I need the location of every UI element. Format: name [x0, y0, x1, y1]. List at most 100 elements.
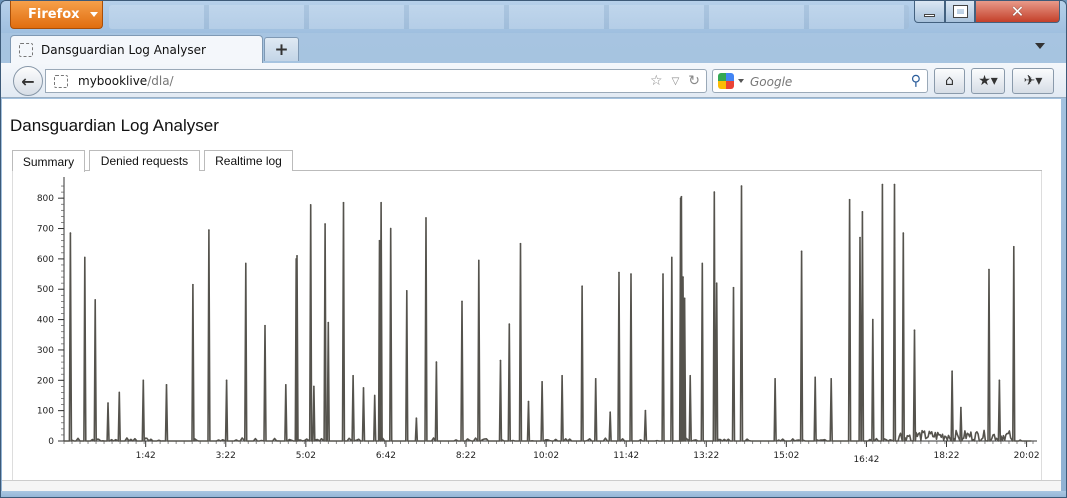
data-point: [618, 271, 620, 274]
data-point: [192, 283, 194, 286]
tab-realtime-log[interactable]: Realtime log: [204, 150, 293, 171]
data-point: [380, 201, 382, 204]
maximize-button[interactable]: [945, 1, 975, 23]
data-point: [713, 191, 716, 193]
url-bar[interactable]: mybooklive/dla/ ☆ ▽ ↻: [45, 69, 707, 93]
bookmarks-icon: ★▾: [978, 73, 998, 89]
data-point: [519, 242, 522, 245]
data-point: [644, 409, 647, 412]
data-point: [680, 195, 683, 198]
home-button[interactable]: ⌂: [934, 68, 965, 94]
search-input[interactable]: Google: [750, 75, 793, 89]
data-point: [313, 385, 315, 388]
data-point: [581, 285, 583, 287]
data-point: [478, 259, 480, 262]
y-tick-label: 400: [37, 316, 54, 326]
bookmarks-button[interactable]: ★▾: [971, 68, 1005, 94]
bookmark-star-icon[interactable]: ☆: [650, 73, 663, 89]
data-point: [701, 262, 704, 265]
tab-summary[interactable]: Summary: [12, 150, 85, 172]
data-point: [774, 377, 776, 380]
data-point: [295, 258, 298, 260]
data-point: [951, 370, 953, 372]
data-point: [225, 379, 228, 382]
y-tick-label: 200: [37, 376, 54, 386]
summary-chart: 0 100 200 300 400 500 600 700 800 1:42 3:22 5:02 6:4…: [37, 177, 1040, 465]
y-tick-label: 500: [37, 285, 54, 295]
page-favicon-icon: [19, 42, 33, 57]
data-point: [893, 183, 896, 186]
addon-button[interactable]: ✈▾: [1012, 68, 1054, 94]
tab-denied-requests[interactable]: Denied requests: [89, 150, 200, 171]
y-tick-label: 300: [37, 346, 54, 356]
close-icon: ✕: [1010, 2, 1025, 21]
page-tabs: Summary Denied requests Realtime log: [12, 150, 1042, 172]
data-point: [285, 384, 287, 386]
data-point: [872, 318, 874, 321]
url-path: /dla/: [147, 74, 174, 88]
data-point: [960, 406, 962, 409]
data-point: [373, 394, 376, 397]
window-bottom-border: [1, 491, 1066, 497]
google-engine-icon[interactable]: [718, 73, 734, 89]
browser-tab[interactable]: Dansguardian Log Analyser: [10, 35, 263, 63]
back-button[interactable]: ←: [13, 66, 43, 96]
data-point: [425, 217, 427, 219]
search-icon[interactable]: ⚲: [910, 73, 921, 89]
x-tick-label: 6:42: [376, 451, 396, 461]
data-point: [499, 359, 502, 362]
x-tick-label: 3:22: [216, 451, 236, 461]
engine-dropdown-icon[interactable]: [738, 79, 744, 83]
firefox-menu-button[interactable]: Firefox: [10, 1, 103, 29]
tab-strip: Dansguardian Log Analyser +: [1, 33, 1066, 63]
data-point: [630, 273, 632, 275]
data-point: [998, 379, 1001, 382]
data-point: [107, 402, 109, 404]
data-point: [342, 201, 345, 204]
data-point: [715, 282, 718, 284]
data-point: [561, 374, 563, 377]
data-point: [165, 384, 168, 386]
x-tick-label: 11:42: [613, 451, 639, 461]
background-windows: [109, 5, 909, 29]
close-window-button[interactable]: ✕: [975, 1, 1060, 23]
data-point: [69, 232, 72, 234]
data-point: [94, 299, 97, 301]
x-tick-label: 10:02: [533, 451, 559, 461]
data-point: [988, 268, 990, 271]
data-point: [830, 377, 832, 380]
maximize-icon: [952, 5, 968, 18]
data-point: [296, 255, 298, 257]
y-tick-label: 800: [37, 194, 54, 204]
minimize-icon: [924, 14, 935, 17]
page-content: Dansguardian Log Analyser Summary Denied…: [2, 99, 1061, 491]
series-line: [64, 183, 1032, 442]
data-point: [389, 227, 392, 230]
data-point: [859, 236, 861, 239]
data-point: [679, 197, 682, 199]
data-point: [508, 323, 511, 325]
history-dropdown-icon[interactable]: ▽: [671, 75, 680, 87]
data-point: [848, 198, 851, 201]
data-point: [118, 391, 121, 394]
y-tick-label: 100: [37, 407, 54, 417]
data-point: [309, 204, 312, 206]
x-tick-label: 18:22: [934, 451, 960, 461]
data-point: [527, 400, 530, 403]
list-all-tabs-icon[interactable]: [1035, 43, 1045, 49]
data-point: [1012, 245, 1015, 248]
y-tick-label: 600: [37, 255, 54, 265]
site-identity-icon[interactable]: [54, 75, 68, 88]
new-tab-button[interactable]: +: [264, 37, 299, 61]
url-text[interactable]: mybooklive/dla/: [78, 74, 174, 88]
x-tick-label: 20:02: [1014, 451, 1040, 461]
navigation-toolbar: mybooklive/dla/ ☆ ▽ ↻ ← Google ⚲ ⌂ ★▾ ✈▾: [1, 63, 1066, 98]
url-host: mybooklive: [78, 74, 148, 88]
reload-icon[interactable]: ↻: [688, 73, 700, 89]
minimize-button[interactable]: [914, 1, 945, 23]
chevron-down-icon: [89, 12, 98, 17]
data-point: [405, 289, 408, 292]
search-bar[interactable]: Google ⚲: [712, 69, 928, 93]
horizontal-scrollbar[interactable]: [2, 480, 1061, 491]
